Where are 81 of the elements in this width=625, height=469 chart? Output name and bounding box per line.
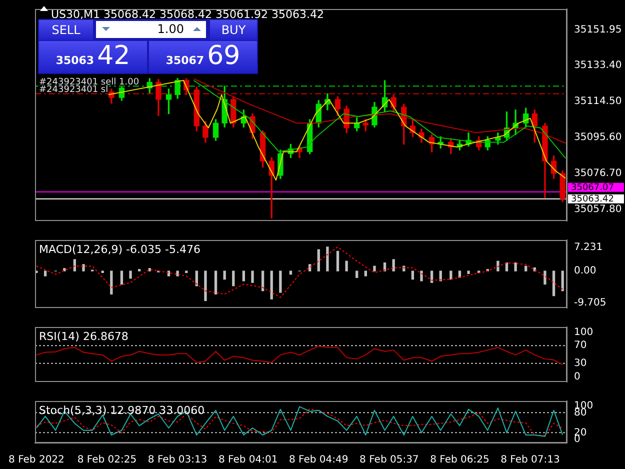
bar — [44, 270, 47, 276]
chart-title: MACD(12,26,9) -6.035 -5.476 — [39, 243, 200, 256]
bar — [392, 259, 395, 272]
chart-title: US30,M1 35068.42 35068.42 35061.92 35063.42 — [51, 8, 324, 21]
bar — [524, 266, 528, 272]
bar — [176, 270, 179, 276]
lot-size-field: 1.00 — [96, 21, 206, 38]
sell-price-box: 35063 42 — [39, 41, 147, 73]
x-tick-label: 8 Feb 04:49 — [289, 454, 348, 466]
bar — [450, 270, 452, 280]
bar — [270, 270, 273, 300]
y-tick-label: 100 — [574, 326, 594, 338]
bar — [232, 270, 235, 286]
bar — [356, 270, 358, 278]
x-tick-label: 8 Feb 05:37 — [360, 454, 419, 466]
x-tick-label: 8 Feb 03:13 — [148, 454, 208, 466]
x-tick-label: 8 Feb 04:01 — [218, 454, 278, 466]
bar — [167, 270, 170, 276]
bar — [110, 270, 113, 294]
line-series — [36, 246, 564, 298]
y-tick-label: -9.705 — [574, 298, 606, 309]
bar — [223, 270, 226, 280]
y-tick-label: 35057.80 — [574, 204, 622, 216]
bar — [561, 270, 564, 292]
bar — [185, 270, 188, 274]
y-tick-label: 35151.95 — [574, 24, 622, 36]
bar — [420, 270, 423, 282]
y-tick-label: 7.231 — [574, 242, 603, 253]
bar — [120, 270, 124, 285]
bar — [82, 264, 85, 272]
buy-button: BUY — [210, 20, 257, 40]
bar — [261, 270, 264, 292]
bar — [505, 262, 508, 272]
bar — [289, 270, 292, 275]
bar — [279, 270, 282, 293]
bar — [251, 270, 254, 283]
sell-button: SELL — [39, 20, 93, 40]
x-tick-label: 8 Feb 07:13 — [500, 454, 560, 466]
y-tick-label: 30 — [574, 358, 587, 369]
y-tick-label: 80 — [574, 407, 587, 418]
bar — [430, 270, 434, 283]
x-tick-label: 8 Feb 2022 — [8, 454, 64, 466]
bar — [364, 270, 367, 276]
bar — [148, 268, 151, 272]
bar — [242, 270, 246, 282]
bar — [467, 270, 470, 274]
bar — [214, 270, 218, 294]
x-tick-label: 8 Feb 02:25 — [77, 454, 137, 466]
annotation: 35063 — [56, 54, 94, 67]
bar — [496, 260, 500, 272]
chart-title: Stoch(5,3,3) 12.9870 33.0060 — [39, 404, 205, 417]
bar — [514, 262, 517, 272]
bar — [411, 270, 414, 280]
ref-line-label: 35067.07 — [571, 183, 614, 194]
bar — [345, 260, 348, 272]
chart-title: RSI(14) 26.8678 — [39, 330, 128, 343]
y-tick-label: 70 — [574, 340, 587, 352]
bar — [439, 270, 442, 282]
annotation: 69 — [207, 41, 240, 71]
buy-price-box: 35067 69 — [149, 41, 257, 73]
bar — [326, 246, 329, 272]
y-tick-label: 35114.50 — [574, 96, 622, 107]
bar — [336, 250, 340, 272]
bar — [101, 270, 104, 274]
bar — [129, 270, 132, 279]
bar — [73, 259, 76, 272]
bar — [373, 266, 376, 272]
bar — [552, 270, 556, 296]
bar — [308, 264, 312, 272]
bar — [544, 270, 546, 285]
y-tick-label: 35095.60 — [574, 132, 622, 144]
bar — [317, 249, 320, 272]
ref-line-label: 35063.42 — [571, 194, 614, 204]
y-tick-label: 0 — [574, 371, 580, 382]
y-tick-label: 35076.70 — [574, 168, 622, 180]
y-tick-label: 35133.40 — [574, 60, 622, 71]
x-tick-label: 8 Feb 06:25 — [430, 454, 490, 466]
annotation: 42 — [97, 41, 130, 71]
annotation: 35067 — [166, 54, 204, 67]
y-tick-label: 0.00 — [574, 266, 596, 277]
bar — [204, 270, 207, 302]
